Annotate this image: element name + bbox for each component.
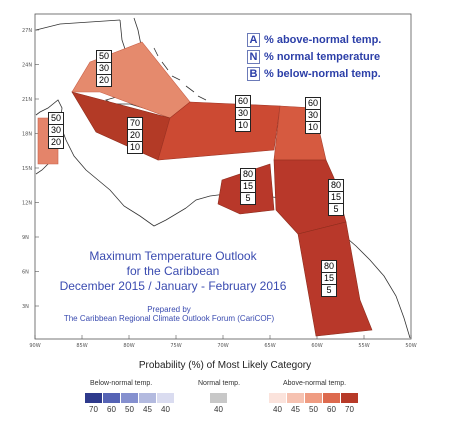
category-legend: A % above-normal temp. N % normal temper… (247, 31, 399, 83)
map-title: Maximum Temperature Outlook for the Cari… (48, 249, 298, 294)
legend-letter-normal: N (247, 49, 260, 64)
prob-above: 80 (241, 169, 255, 181)
prob-normal: 15 (329, 192, 343, 204)
legend-letter-below: B (247, 66, 260, 81)
scale-below-swatch (139, 393, 156, 403)
prob-box-greater-antilles-west: 70 20 10 (127, 117, 143, 154)
scale-title: Probability (%) of Most Likely Category (138, 360, 312, 371)
prob-below: 20 (98, 75, 109, 85)
prob-below: 5 (333, 204, 339, 214)
lat-tick-label: 24N (22, 63, 32, 69)
lat-tick-label: 27N (22, 28, 32, 34)
prob-normal: 15 (241, 181, 255, 193)
legend-text-below: % below-normal temp. (264, 67, 381, 80)
prob-above: 60 (236, 96, 250, 108)
scale-below-label: 50 (125, 405, 134, 414)
prob-normal: 15 (322, 273, 336, 285)
lat-tick-label: 3N (22, 304, 29, 310)
title-line-3: December 2015 / January - February 2016 (59, 279, 287, 293)
scale-below-label: 45 (143, 405, 152, 414)
lon-tick-label: 90W (29, 343, 40, 349)
prob-below: 10 (307, 122, 318, 132)
scale-below-swatch (85, 393, 102, 403)
prob-normal: 30 (97, 63, 111, 75)
prob-box-hispaniola-pr: 60 30 10 (235, 95, 251, 132)
scale-below-swatch (121, 393, 138, 403)
scale-below-label: 70 (89, 405, 98, 414)
scale-above-swatch (287, 393, 304, 403)
legend-row-normal: N % normal temperature (247, 48, 399, 65)
prob-above: 80 (322, 261, 336, 273)
legend-row-above: A % above-normal temp. (247, 31, 399, 48)
prob-box-guianas: 80 15 5 (321, 260, 337, 297)
lat-tick-label: 18N (22, 132, 32, 138)
prob-above: 60 (306, 98, 320, 110)
prob-above: 80 (329, 180, 343, 192)
prob-box-abc-islands: 80 15 5 (240, 168, 256, 205)
prob-normal: 30 (306, 110, 320, 122)
prob-below: 5 (326, 285, 332, 295)
prob-below: 10 (237, 120, 248, 130)
legend-text-above: % above-normal temp. (264, 33, 382, 46)
lon-tick-label: 55W (358, 343, 369, 349)
lon-tick-label: 85W (76, 343, 87, 349)
scale-normal-label: Normal temp. (198, 380, 241, 387)
prepared-by: Prepared by The Caribbean Regional Clima… (40, 305, 298, 323)
scale-normal-label: 40 (214, 405, 223, 414)
scale-above-label: 70 (345, 405, 354, 414)
lat-tick-label: 15N (22, 166, 32, 172)
title-line-2: for the Caribbean (126, 264, 220, 278)
scale-below-label: 40 (161, 405, 170, 414)
prepared-line-2: The Caribbean Regional Climate Outlook F… (63, 314, 275, 323)
prob-above: 70 (128, 118, 142, 130)
scale-above-swatch (341, 393, 358, 403)
prob-above: 50 (97, 51, 111, 63)
scale-below-label: Below-normal temp. (90, 380, 153, 387)
lat-tick-label: 12N (22, 201, 32, 207)
prob-box-lesser-antilles-south: 80 15 5 (328, 179, 344, 216)
scale-above-swatch (269, 393, 286, 403)
prob-normal: 20 (128, 130, 142, 142)
lon-tick-label: 80W (123, 343, 134, 349)
scale-normal-swatch (210, 393, 227, 403)
prob-below: 5 (245, 193, 251, 203)
lat-tick-label: 21N (22, 97, 32, 103)
prob-normal: 30 (49, 125, 63, 137)
prob-box-bahamas: 50 30 20 (96, 50, 112, 87)
prob-box-belize: 50 30 20 (48, 112, 64, 149)
legend-text-normal: % normal temperature (264, 50, 381, 63)
prepared-line-1: Prepared by (147, 305, 191, 314)
prob-below: 20 (50, 137, 61, 147)
scale-above-label: 45 (291, 405, 300, 414)
prob-box-lesser-antilles-north: 60 30 10 (305, 97, 321, 134)
lon-tick-label: 65W (264, 343, 275, 349)
scale-above-swatch (323, 393, 340, 403)
prob-below: 10 (129, 142, 140, 152)
title-line-1: Maximum Temperature Outlook (89, 249, 257, 263)
scale-below-swatch (157, 393, 174, 403)
lon-tick-label: 75W (170, 343, 181, 349)
lon-tick-label: 70W (217, 343, 228, 349)
lon-tick-label: 60W (311, 343, 322, 349)
scale-above-label: 40 (273, 405, 282, 414)
scale-above-label: Above-normal temp. (283, 380, 347, 387)
scale-below-label: 60 (107, 405, 116, 414)
lat-tick-label: 6N (22, 270, 29, 276)
legend-row-below: B % below-normal temp. (247, 65, 399, 82)
prob-normal: 30 (236, 108, 250, 120)
prob-above: 50 (49, 113, 63, 125)
lon-tick-label: 50W (405, 343, 416, 349)
scale-above-swatch (305, 393, 322, 403)
lat-tick-label: 9N (22, 235, 29, 241)
scale-above-label: 60 (327, 405, 336, 414)
legend-letter-above: A (247, 32, 260, 47)
scale-below-swatch (103, 393, 120, 403)
scale-above-label: 50 (309, 405, 318, 414)
